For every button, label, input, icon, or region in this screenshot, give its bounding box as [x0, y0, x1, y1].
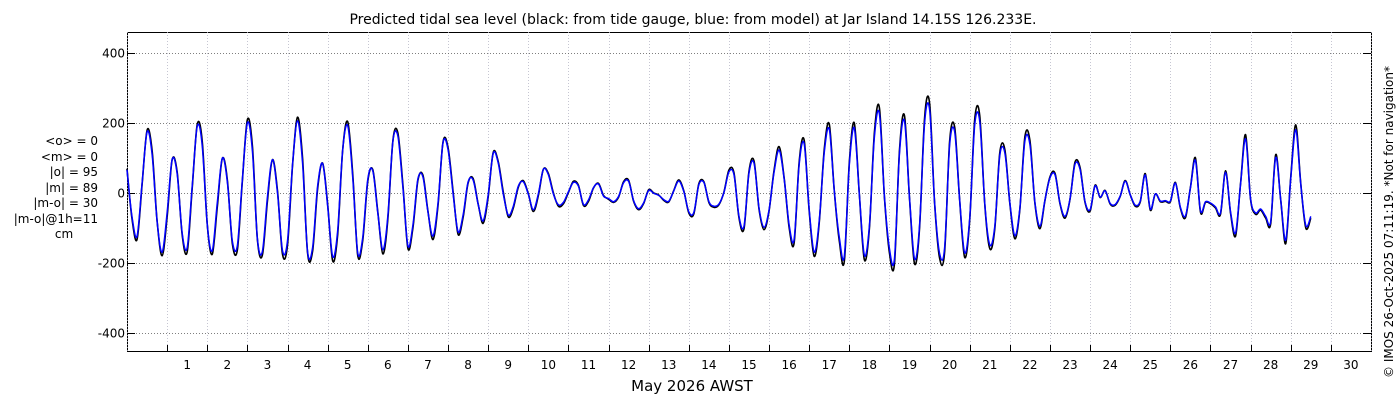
x-tick-label: 8	[464, 358, 472, 372]
chart-title: Predicted tidal sea level (black: from t…	[349, 12, 1036, 28]
x-tick-label: 25	[1143, 358, 1158, 372]
x-axis: 1 2 3 4 5 6 7 8 9 10 11 12 13 14 15 16 17 18 19 20 21 22 23 24 2…	[167, 345, 1359, 372]
series-line-model	[126, 102, 1312, 266]
x-tick-label: 21	[982, 358, 997, 372]
x-tick-label: 3	[264, 358, 272, 372]
stat-mean-observed: <o> = 0	[45, 134, 98, 148]
x-tick-label: 17	[822, 358, 837, 372]
y-tick-label: 0	[117, 187, 125, 201]
x-tick-label: 29	[1303, 358, 1318, 372]
x-tick-label: 26	[1183, 358, 1198, 372]
x-tick-label: 28	[1263, 358, 1278, 372]
x-tick-label: 1	[183, 358, 191, 372]
stat-abs-observed: |o| = 95	[49, 165, 98, 179]
statistics-panel: <o> = 0 <m> = 0 |o| = 95 |m| = 89 |m-o| …	[0, 134, 98, 243]
y-tick-label: -400	[98, 327, 125, 341]
y-tick-label: 400	[102, 47, 125, 61]
x-tick-label: 19	[902, 358, 917, 372]
stat-abs-model: |m| = 89	[45, 180, 98, 195]
y-axis: -400 -200 0 200 400	[98, 47, 1371, 341]
x-tick-label: 5	[344, 358, 352, 372]
x-tick-label: 12	[621, 358, 636, 372]
series-lines	[126, 95, 1312, 272]
stat-abs-difference-1h: |m-o|@1h=11	[13, 211, 98, 226]
stat-mean-model: <m> = 0	[40, 149, 98, 164]
x-tick-label: 14	[701, 358, 716, 372]
x-tick-label: 7	[424, 358, 432, 372]
x-tick-label: 27	[1223, 358, 1238, 372]
x-tick-label: 10	[541, 358, 556, 372]
stat-unit: cm	[54, 227, 74, 241]
grid-lines	[127, 32, 1372, 351]
x-tick-label: 30	[1343, 358, 1358, 372]
series-line-tide-gauge	[126, 95, 1312, 272]
y-tick-label: 200	[102, 117, 125, 131]
x-tick-label: 24	[1103, 358, 1118, 372]
x-tick-label: 6	[384, 358, 392, 372]
x-tick-label: 15	[741, 358, 756, 372]
x-tick-label: 9	[504, 358, 512, 372]
x-tick-label: 22	[1022, 358, 1037, 372]
x-tick-label: 11	[581, 358, 596, 372]
plot-frame	[127, 32, 1372, 352]
x-tick-label: 20	[942, 358, 957, 372]
stat-abs-difference: |m-o| = 30	[33, 196, 98, 210]
x-tick-label: 23	[1062, 358, 1077, 372]
x-tick-label: 4	[304, 358, 312, 372]
y-tick-label: -200	[98, 257, 125, 271]
x-tick-label: 16	[781, 358, 796, 372]
x-tick-label: 13	[661, 358, 676, 372]
copyright-notice: © IMOS 26-Oct-2025 07:11:19. *Not for na…	[1382, 66, 1396, 378]
x-tick-label: 2	[224, 358, 232, 372]
x-tick-label: 18	[862, 358, 877, 372]
x-axis-label: May 2026 AWST	[631, 377, 754, 395]
